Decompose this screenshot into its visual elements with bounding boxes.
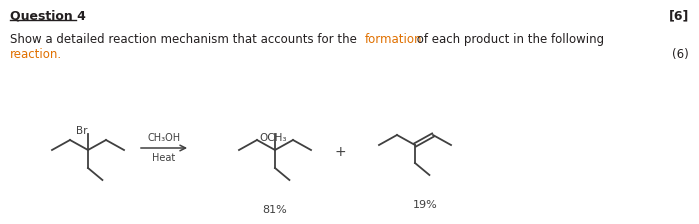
Text: +: + <box>334 145 346 159</box>
Text: [6]: [6] <box>669 9 689 22</box>
Text: OCH₃: OCH₃ <box>259 133 287 143</box>
Text: of each product in the following: of each product in the following <box>413 33 604 46</box>
Text: (6): (6) <box>672 48 689 61</box>
Text: 81%: 81% <box>263 205 287 215</box>
Text: CH₃OH: CH₃OH <box>147 133 180 143</box>
Text: reaction.: reaction. <box>10 48 62 61</box>
Text: Br: Br <box>76 126 87 136</box>
Text: Show a detailed reaction mechanism that accounts for the: Show a detailed reaction mechanism that … <box>10 33 361 46</box>
Text: Heat: Heat <box>152 153 175 163</box>
Text: Question 4: Question 4 <box>10 9 86 22</box>
Text: formation: formation <box>365 33 422 46</box>
Text: 19%: 19% <box>412 200 438 210</box>
